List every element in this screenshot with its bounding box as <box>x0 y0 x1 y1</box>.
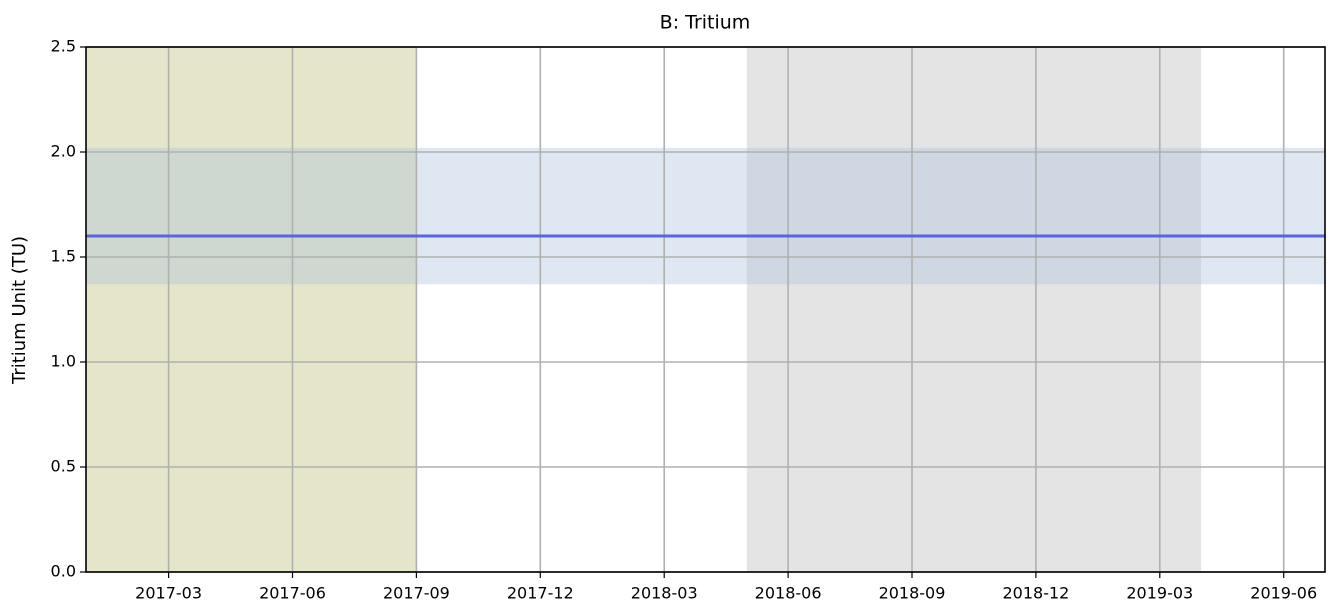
x-tick-label: 2017-12 <box>507 584 574 603</box>
y-tick-label: 1.0 <box>51 352 76 371</box>
x-tick-label: 2017-03 <box>135 584 202 603</box>
chart-title: B: Tritium <box>660 12 751 34</box>
y-tick-label: 2.0 <box>51 142 76 161</box>
y-tick-label: 1.5 <box>51 247 76 266</box>
plot-frame <box>85 46 1326 573</box>
x-span <box>86 47 417 572</box>
y-axis-label: Tritium Unit (TU) <box>9 236 30 385</box>
y-tick-label: 0.5 <box>51 457 76 476</box>
x-tick-label: 2018-09 <box>879 584 946 603</box>
y-band <box>86 147 1325 285</box>
x-tick-label: 2017-09 <box>383 584 450 603</box>
x-tick-label: 2019-06 <box>1250 584 1317 603</box>
x-tick-label: 2018-03 <box>631 584 698 603</box>
x-span <box>746 47 1202 572</box>
x-tick-label: 2019-03 <box>1126 584 1193 603</box>
x-tick-label: 2018-06 <box>755 584 822 603</box>
x-tick-label: 2017-06 <box>259 584 326 603</box>
y-tick-label: 0.0 <box>51 562 76 581</box>
y-tick-label: 2.5 <box>51 37 76 56</box>
x-tick-label: 2018-12 <box>1002 584 1069 603</box>
